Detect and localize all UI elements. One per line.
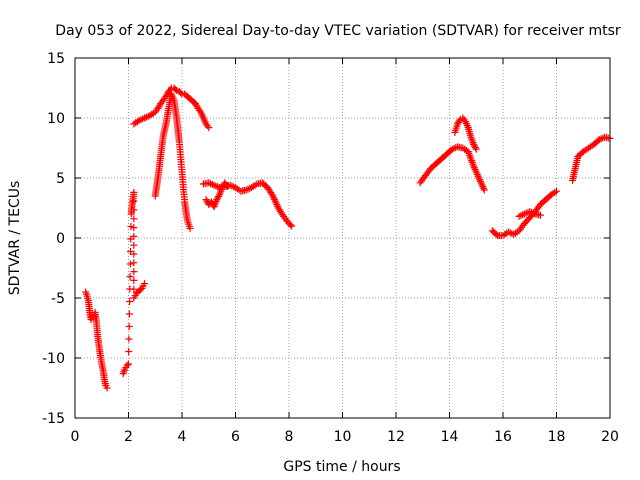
data-point xyxy=(476,176,484,184)
grid xyxy=(75,58,610,418)
series-evening-peak xyxy=(451,114,480,153)
x-tick-label: 10 xyxy=(334,429,352,445)
data-point xyxy=(470,164,478,172)
data-point xyxy=(103,384,111,392)
data-point xyxy=(130,259,138,267)
data-point xyxy=(130,285,138,293)
y-tick-label: -5 xyxy=(51,291,65,307)
series-early-dip xyxy=(82,288,111,392)
data-point xyxy=(126,298,134,305)
y-tick-label: -10 xyxy=(42,351,65,367)
data-point xyxy=(130,276,138,284)
x-tick-label: 0 xyxy=(71,429,80,445)
data-point xyxy=(471,165,479,173)
data-point xyxy=(478,181,486,189)
data-point xyxy=(130,197,138,205)
x-tick-label: 8 xyxy=(285,429,294,445)
data-point xyxy=(476,177,484,185)
data-point xyxy=(536,211,544,219)
data-point xyxy=(472,145,480,153)
data-point xyxy=(272,199,280,207)
data-point xyxy=(126,273,134,280)
chart-title: Day 053 of 2022, Sidereal Day-to-day VTE… xyxy=(55,23,621,39)
y-axis-label: SDTVAR / TECUs xyxy=(7,181,23,296)
data-point xyxy=(125,348,133,355)
data-point xyxy=(480,184,488,192)
data-point xyxy=(472,167,480,175)
data-point xyxy=(471,144,479,152)
data-point xyxy=(130,241,138,249)
data-point xyxy=(473,169,481,177)
x-tick-label: 18 xyxy=(548,429,566,445)
data-point xyxy=(470,162,478,170)
data-point xyxy=(125,310,133,318)
series-afternoon-plateau xyxy=(199,179,296,230)
data-point xyxy=(492,230,500,238)
data-point xyxy=(215,192,223,200)
data-point xyxy=(271,197,279,205)
series-daytime-spikes xyxy=(151,90,194,232)
series-evening-rise xyxy=(416,143,488,194)
data-point xyxy=(119,370,127,378)
data-point xyxy=(288,222,296,230)
data-point xyxy=(171,85,179,93)
data-point xyxy=(126,260,134,268)
x-axis-label: GPS time / hours xyxy=(283,459,400,475)
series-afternoon-lower xyxy=(202,179,231,211)
data-point xyxy=(130,188,138,196)
series-late-segment xyxy=(515,208,544,220)
series-end-rise xyxy=(569,133,614,184)
axes: 0 2 4 6 8 10 12 14 16 18 20 -15 -10 -5 0 5 10 15 xyxy=(42,51,619,445)
y-tick-label: -15 xyxy=(42,411,65,427)
series-daytime-arc-upper xyxy=(130,84,213,132)
x-tick-label: 20 xyxy=(601,429,619,445)
data-point xyxy=(141,280,149,288)
data-point xyxy=(475,174,483,182)
data-point xyxy=(130,224,138,232)
data-point xyxy=(270,195,278,203)
data-point xyxy=(130,215,138,223)
data-points xyxy=(82,84,614,392)
data-point xyxy=(186,224,194,232)
data-point xyxy=(479,183,487,191)
y-tick-label: 15 xyxy=(47,51,65,67)
data-point xyxy=(130,232,138,240)
data-point xyxy=(123,361,131,369)
series-cluster-2h xyxy=(119,188,149,378)
y-tick-label: 10 xyxy=(47,111,65,127)
data-point xyxy=(130,268,138,276)
data-point xyxy=(125,335,133,343)
x-tick-label: 4 xyxy=(178,429,187,445)
series-late-recovery xyxy=(488,187,560,240)
plot-frame xyxy=(74,57,611,419)
data-point xyxy=(270,194,278,202)
data-point xyxy=(130,250,138,258)
x-tick-label: 14 xyxy=(441,429,459,445)
data-point xyxy=(125,360,132,368)
data-point xyxy=(269,192,277,200)
data-point xyxy=(553,187,560,195)
x-tick-label: 6 xyxy=(231,429,240,445)
data-point xyxy=(137,286,145,294)
data-point xyxy=(286,221,294,229)
data-point xyxy=(177,89,185,97)
data-point xyxy=(125,323,133,330)
x-tick-label: 2 xyxy=(124,429,133,445)
data-point xyxy=(130,206,138,214)
data-point xyxy=(477,179,485,187)
y-tick-label: 0 xyxy=(56,231,65,247)
x-tick-label: 16 xyxy=(494,429,512,445)
data-point xyxy=(474,172,482,180)
y-tick-label: 5 xyxy=(56,171,65,187)
data-point xyxy=(473,171,481,179)
data-point xyxy=(273,201,281,209)
data-point xyxy=(205,124,213,132)
data-point xyxy=(223,182,231,190)
data-point xyxy=(455,117,463,125)
data-point xyxy=(480,186,488,194)
x-tick-label: 12 xyxy=(387,429,405,445)
